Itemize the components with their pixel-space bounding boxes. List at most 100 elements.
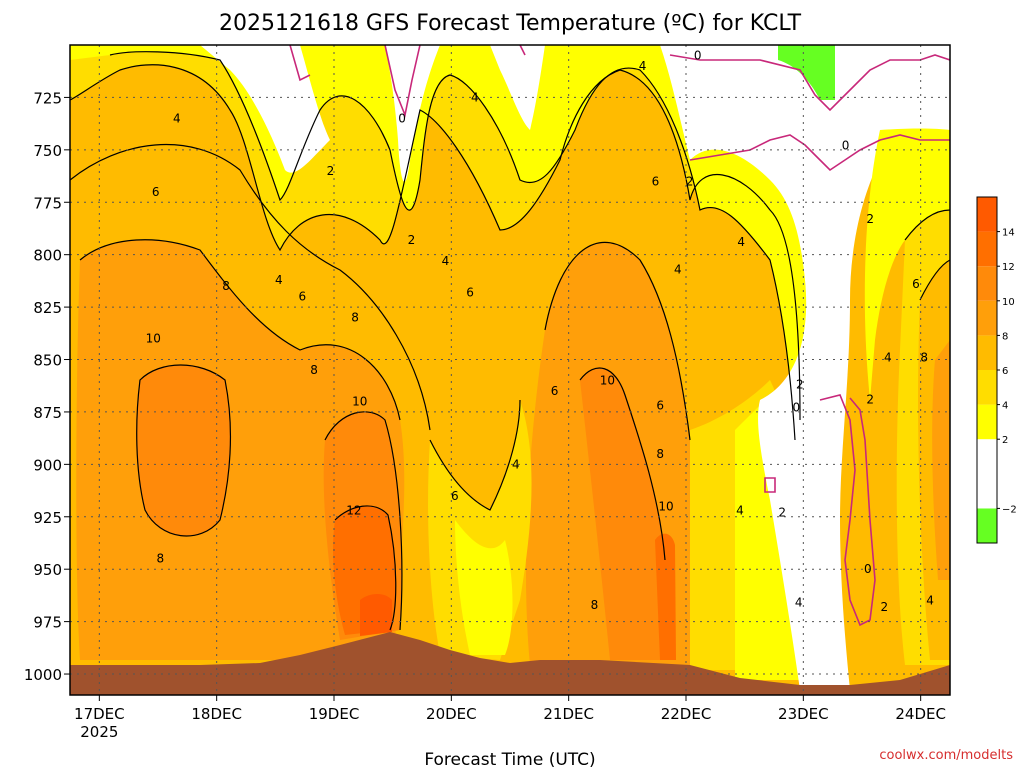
colorbar-tick-label: 12 bbox=[1002, 262, 1015, 273]
isotherm-12 bbox=[334, 505, 397, 631]
colorbar-tick-label: 2 bbox=[1002, 435, 1008, 446]
contour-label: 4 bbox=[884, 350, 892, 364]
plot-frame bbox=[69, 44, 951, 696]
contour-label: 2 bbox=[880, 600, 888, 614]
y-tick-label: 1000 bbox=[24, 666, 62, 684]
contour-label: 8 bbox=[222, 279, 230, 293]
contour-label: 6 bbox=[912, 277, 920, 291]
colorbar-tick-label: 4 bbox=[1002, 401, 1008, 412]
y-tick-label: 825 bbox=[33, 299, 62, 317]
contour-label: 8 bbox=[656, 447, 664, 461]
contour-label: 0 bbox=[398, 111, 406, 125]
contour-label: 0 bbox=[842, 139, 850, 153]
contour-labels: 4 6 8 10 8 2 4 6 8 8 10 12 0 2 4 4 6 6 4 6 4 6 2 4 4 10 6 8 10 8 4 2 4 2 0… bbox=[146, 48, 934, 613]
x-tick-label: 20DEC bbox=[426, 705, 477, 723]
contour-label: 6 bbox=[656, 399, 664, 413]
colorbar-tick-label: 6 bbox=[1002, 366, 1008, 377]
contour-label: 8 bbox=[157, 552, 165, 566]
x-axis-title: Forecast Time (UTC) bbox=[424, 750, 595, 768]
temp-band-10-12-c bbox=[580, 368, 670, 660]
freezing-line-d bbox=[669, 54, 950, 112]
contour-label: 4 bbox=[639, 59, 647, 73]
freezing-line-f bbox=[819, 394, 876, 627]
x-axis: 17DEC 18DEC 19DEC 20DEC 21DEC 22DEC 23DEC 24DEC… bbox=[74, 695, 946, 741]
contour-label: 8 bbox=[310, 363, 318, 377]
y-tick-label: 800 bbox=[33, 247, 62, 265]
colorbar-tick-label: 10 bbox=[1002, 297, 1015, 308]
terrain-ground bbox=[70, 632, 950, 695]
contour-label: 10 bbox=[600, 373, 615, 387]
below-minus2-zone bbox=[778, 45, 835, 100]
contour-label: 0 bbox=[694, 48, 702, 62]
contour-label: 6 bbox=[298, 290, 306, 304]
freezing-zone-east bbox=[660, 45, 950, 690]
contour-label: 10 bbox=[352, 394, 367, 408]
isotherm-4 bbox=[70, 64, 801, 421]
x-year-label: 2025 bbox=[80, 723, 118, 741]
isotherm-6-far-east bbox=[919, 259, 950, 301]
isotherm-contours bbox=[70, 51, 950, 631]
freezing-zone-b bbox=[385, 45, 440, 182]
x-tick-label: 22DEC bbox=[661, 705, 712, 723]
contour-label: 10 bbox=[146, 332, 161, 346]
isotherm-6-low bbox=[429, 399, 521, 511]
temp-band-8-10 bbox=[76, 239, 405, 660]
y-tick-label: 725 bbox=[33, 89, 62, 107]
x-tick-label: 19DEC bbox=[309, 705, 360, 723]
contour-label: 4 bbox=[471, 90, 479, 104]
y-tick-label: 950 bbox=[33, 561, 62, 579]
freezing-line-b bbox=[384, 45, 421, 118]
colorbar-bin bbox=[977, 370, 997, 405]
colorbar-bin bbox=[977, 266, 997, 301]
freezing-line-a bbox=[289, 45, 311, 82]
contour-label: 10 bbox=[658, 499, 673, 513]
contour-label: 6 bbox=[652, 174, 660, 188]
contour-label: 6 bbox=[466, 285, 474, 299]
colorbar-tick-label: −2 bbox=[1002, 504, 1017, 515]
colorbar: −2 2 4 6 8 10 12 14 bbox=[976, 196, 1017, 544]
contour-label: 4 bbox=[674, 262, 682, 276]
contour-label: 4 bbox=[512, 457, 520, 471]
y-tick-label: 750 bbox=[33, 142, 62, 160]
colorbar-tick-label: 14 bbox=[1002, 228, 1015, 239]
temp-band-12-14-c bbox=[655, 533, 676, 660]
isotherm-10-a bbox=[136, 364, 232, 537]
freezing-zone-c bbox=[490, 45, 545, 130]
isotherm-8 bbox=[79, 239, 401, 421]
temp-band-8-10-far-east bbox=[932, 340, 950, 580]
contour-label: 12 bbox=[346, 503, 361, 517]
y-tick-label: 925 bbox=[33, 509, 62, 527]
contour-label: 4 bbox=[926, 594, 934, 608]
contour-label: 0 bbox=[864, 562, 872, 576]
isotherm-8-c bbox=[544, 241, 691, 441]
contour-label: 2 bbox=[778, 506, 786, 520]
contour-label: 0 bbox=[792, 401, 800, 415]
contour-label: 8 bbox=[920, 350, 928, 364]
contour-label: 2 bbox=[327, 164, 335, 178]
colorbar-tick-label: 8 bbox=[1002, 331, 1008, 342]
isotherm-4-far-east bbox=[904, 209, 950, 241]
contour-label: 4 bbox=[275, 273, 283, 287]
contour-label: 4 bbox=[442, 254, 450, 268]
contour-label: 8 bbox=[591, 598, 599, 612]
isotherm-2 bbox=[109, 51, 796, 441]
y-tick-label: 900 bbox=[33, 456, 62, 474]
credit-link[interactable]: coolwx.com/modelts bbox=[879, 748, 1013, 763]
y-tick-label: 975 bbox=[33, 614, 62, 632]
contour-label: 2 bbox=[796, 378, 804, 392]
contour-label: 2 bbox=[866, 392, 874, 406]
plot-area: 4 6 8 10 8 2 4 6 8 8 10 12 0 2 4 4 6 6 4 6 4 6 2 4 4 10 6 8 10 8 4 2 4 2 0… bbox=[70, 45, 950, 695]
contour-label: 2 bbox=[408, 233, 416, 247]
y-axis: 725 750 775 800 825 850 875 900 925 950 975 1000 bbox=[24, 89, 70, 684]
colorbar-bin bbox=[977, 300, 997, 336]
colorbar-bin bbox=[977, 231, 997, 267]
temp-band-10-12-a bbox=[136, 365, 231, 537]
colorbar-bin bbox=[977, 335, 997, 370]
contour-label: 8 bbox=[351, 311, 359, 325]
contour-label: 6 bbox=[551, 384, 559, 398]
x-tick-label: 17DEC bbox=[74, 705, 125, 723]
temp-band-14-16 bbox=[360, 594, 392, 636]
temp-band-2-4-far-east bbox=[864, 128, 950, 400]
isotherm-10-c bbox=[579, 367, 666, 561]
